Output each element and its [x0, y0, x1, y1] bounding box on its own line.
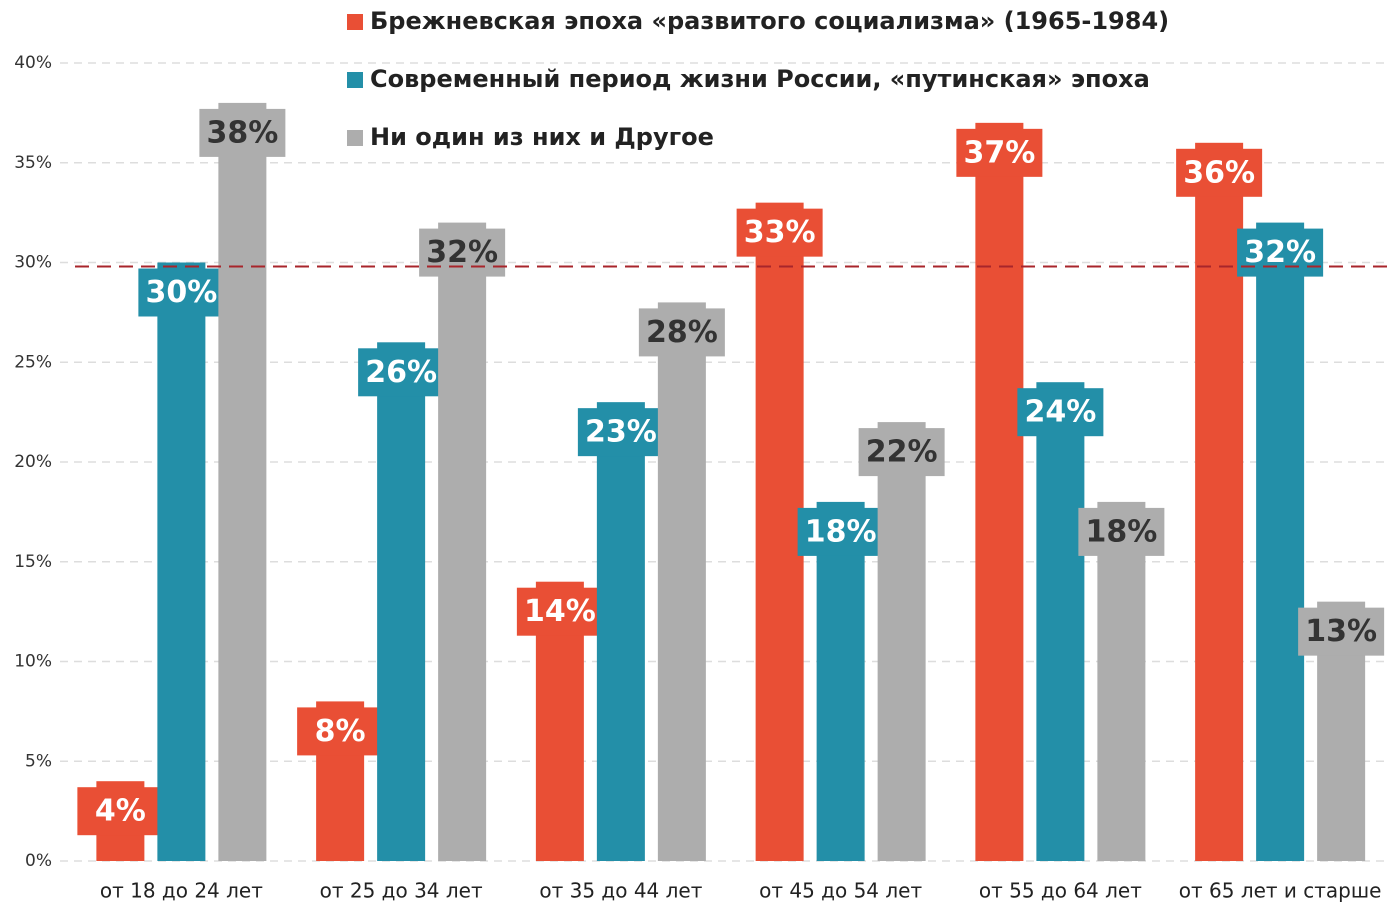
value-label: 18% — [1085, 514, 1157, 549]
value-label-box — [77, 787, 164, 836]
x-tick-label: от 65 лет и старше — [1179, 879, 1382, 903]
x-tick-label: от 45 до 54 лет — [759, 879, 922, 903]
legend-label: Ни один из них и Другое — [370, 123, 714, 151]
bar — [1036, 382, 1085, 861]
bar — [377, 342, 426, 861]
value-label-box — [1078, 507, 1165, 556]
y-tick-label: 10% — [14, 652, 52, 672]
value-label-box — [638, 308, 725, 357]
value-label: 38% — [206, 115, 278, 150]
y-tick-label: 40% — [14, 53, 52, 73]
legend-swatch — [347, 14, 363, 30]
value-label-box — [956, 128, 1043, 177]
x-tick-label: от 18 до 24 лет — [100, 879, 263, 903]
value-label: 8% — [315, 714, 366, 749]
value-label: 24% — [1024, 395, 1096, 430]
y-tick-label: 20% — [14, 452, 52, 472]
bar — [1256, 222, 1305, 862]
value-label: 26% — [365, 355, 437, 390]
value-label-box — [1176, 148, 1263, 197]
bar — [596, 402, 645, 861]
value-label: 28% — [646, 315, 718, 350]
value-label-box — [858, 428, 945, 477]
value-label-box — [358, 348, 445, 397]
legend-label: Современный период жизни России, «путинс… — [370, 65, 1150, 93]
x-tick-label: от 55 до 64 лет — [979, 879, 1142, 903]
value-label-box — [199, 108, 286, 157]
x-tick-label: от 35 до 44 лет — [539, 879, 702, 903]
value-label: 36% — [1183, 155, 1255, 190]
legend-swatch — [347, 130, 363, 146]
legend-swatch — [347, 72, 363, 88]
bar — [438, 222, 487, 862]
value-label: 30% — [145, 275, 217, 310]
bar — [157, 262, 206, 861]
y-tick-label: 0% — [25, 851, 52, 871]
value-label-box — [1017, 388, 1104, 437]
value-label: 37% — [963, 135, 1035, 170]
value-label-box — [577, 408, 664, 457]
bar — [1195, 142, 1244, 862]
value-label-box — [419, 228, 506, 277]
value-label: 23% — [585, 415, 657, 450]
value-label-box — [736, 208, 823, 257]
value-label-box — [797, 507, 884, 556]
value-label: 4% — [95, 794, 146, 829]
value-label: 14% — [524, 594, 596, 629]
bar — [755, 202, 804, 861]
y-tick-label: 35% — [14, 153, 52, 173]
value-label: 33% — [744, 215, 816, 250]
value-label: 32% — [1244, 235, 1316, 270]
y-tick-label: 5% — [25, 751, 52, 771]
value-label-box — [297, 707, 384, 756]
bar — [1097, 501, 1146, 861]
x-tick-label: от 25 до 34 лет — [320, 879, 483, 903]
value-label-box — [516, 587, 603, 636]
legend-label: Брежневская эпоха «развитого социализма»… — [370, 7, 1169, 35]
value-label: 13% — [1305, 614, 1377, 649]
value-label-box — [138, 268, 225, 317]
y-tick-label: 30% — [14, 253, 52, 273]
bar — [657, 302, 706, 861]
value-label-box — [1237, 228, 1324, 277]
value-label-box — [1298, 607, 1385, 656]
bar — [975, 122, 1024, 862]
bar — [816, 501, 865, 861]
y-tick-label: 15% — [14, 552, 52, 572]
bar — [877, 422, 926, 861]
bar — [218, 102, 267, 861]
value-label: 32% — [426, 235, 498, 270]
y-tick-label: 25% — [14, 352, 52, 372]
value-label: 18% — [805, 514, 877, 549]
value-label: 22% — [866, 435, 938, 470]
